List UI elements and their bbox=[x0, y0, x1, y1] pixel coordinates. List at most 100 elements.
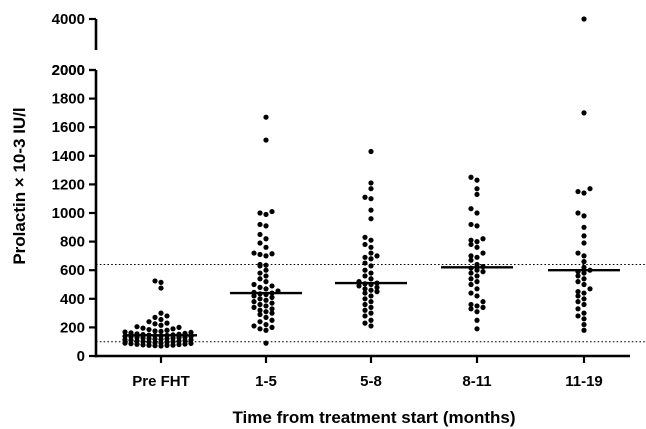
data-point bbox=[257, 240, 263, 246]
data-point bbox=[263, 327, 269, 333]
data-point bbox=[257, 326, 263, 332]
data-point bbox=[263, 253, 269, 259]
data-point bbox=[368, 310, 374, 316]
y-tick-label: 1400 bbox=[52, 148, 85, 165]
data-point bbox=[257, 319, 263, 325]
data-point bbox=[188, 329, 194, 336]
data-point bbox=[269, 283, 275, 289]
data-point bbox=[575, 306, 581, 312]
data-point bbox=[251, 293, 257, 299]
data-point bbox=[257, 231, 263, 238]
data-point bbox=[581, 276, 587, 282]
x-tick-label: 11-19 bbox=[565, 373, 603, 390]
data-point bbox=[362, 286, 368, 292]
data-point bbox=[269, 317, 275, 323]
data-point bbox=[368, 148, 374, 155]
data-point bbox=[474, 317, 480, 323]
data-point bbox=[269, 251, 275, 257]
data-point bbox=[356, 283, 362, 289]
data-point bbox=[474, 244, 480, 250]
data-point bbox=[468, 257, 474, 263]
data-point bbox=[257, 301, 263, 308]
data-point bbox=[581, 327, 587, 333]
data-point bbox=[474, 279, 480, 285]
data-point bbox=[170, 326, 176, 332]
data-point bbox=[468, 301, 474, 308]
data-point bbox=[575, 210, 581, 216]
data-point bbox=[152, 328, 158, 334]
data-point bbox=[480, 299, 486, 305]
data-point bbox=[263, 137, 269, 143]
data-point bbox=[581, 110, 587, 116]
x-tick-label: 5-8 bbox=[360, 373, 382, 390]
data-point bbox=[368, 287, 374, 293]
data-point bbox=[575, 299, 581, 305]
data-point bbox=[362, 296, 368, 302]
data-point bbox=[474, 267, 480, 273]
data-point bbox=[251, 250, 257, 256]
median-lines bbox=[125, 266, 620, 337]
y-tick-labels: 0200400600800100012001400160018002000200… bbox=[52, 11, 96, 365]
data-point bbox=[134, 324, 140, 330]
data-point bbox=[257, 311, 263, 318]
y-tick-label: 1800 bbox=[52, 91, 85, 108]
data-point bbox=[251, 304, 257, 310]
data-point bbox=[158, 285, 164, 291]
data-point bbox=[263, 244, 269, 250]
y-tick-label: 600 bbox=[60, 262, 85, 279]
y-tick-label: 1600 bbox=[52, 119, 85, 136]
data-point bbox=[581, 264, 587, 270]
data-point bbox=[480, 236, 486, 242]
data-point bbox=[263, 223, 269, 229]
data-point bbox=[164, 327, 170, 333]
data-point bbox=[362, 301, 368, 308]
data-point bbox=[122, 329, 128, 335]
axes bbox=[94, 19, 630, 358]
y-tick-label: 1200 bbox=[52, 176, 85, 193]
data-point bbox=[587, 286, 593, 292]
data-point bbox=[474, 326, 480, 332]
data-point bbox=[263, 340, 269, 346]
data-point bbox=[581, 224, 587, 230]
data-point bbox=[263, 286, 269, 292]
data-point bbox=[158, 316, 164, 323]
data-point bbox=[362, 290, 368, 296]
x-tick-label: 1-5 bbox=[255, 373, 277, 390]
data-point bbox=[269, 208, 275, 215]
data-point bbox=[263, 279, 269, 285]
y-tick-label: 1000 bbox=[52, 205, 85, 222]
data-point bbox=[269, 306, 275, 312]
data-point bbox=[474, 309, 480, 315]
x-axis-label: Time from treatment start (months) bbox=[232, 408, 515, 427]
data-point bbox=[362, 313, 368, 319]
data-point bbox=[368, 196, 374, 202]
data-point bbox=[575, 293, 581, 299]
y-tick-label: 400 bbox=[60, 291, 85, 308]
y-tick-label: 2000 bbox=[52, 62, 85, 79]
data-point bbox=[581, 290, 587, 296]
y-tick-label: 800 bbox=[60, 234, 85, 251]
x-tick-labels: Pre FHT 1-5 5-8 8-11 11-19 bbox=[132, 356, 603, 390]
data-point bbox=[257, 307, 263, 313]
data-point bbox=[374, 253, 380, 259]
data-point bbox=[263, 236, 269, 242]
data-point bbox=[581, 190, 587, 196]
data-point bbox=[474, 223, 480, 229]
data-point bbox=[474, 191, 480, 198]
data-point bbox=[158, 310, 164, 316]
data-point bbox=[581, 213, 587, 219]
data-point bbox=[362, 234, 368, 240]
data-point bbox=[575, 273, 581, 279]
data-point bbox=[158, 322, 164, 328]
data-point bbox=[468, 290, 474, 296]
data-point bbox=[474, 286, 480, 292]
data-point bbox=[140, 325, 146, 331]
data-point bbox=[587, 186, 593, 192]
data-point bbox=[575, 188, 581, 195]
data-point bbox=[263, 303, 269, 309]
data-point bbox=[468, 241, 474, 248]
y-tick-label: 2000 bbox=[52, 62, 85, 79]
data-point bbox=[581, 321, 587, 328]
data-point bbox=[575, 313, 581, 319]
data-point bbox=[480, 250, 486, 256]
